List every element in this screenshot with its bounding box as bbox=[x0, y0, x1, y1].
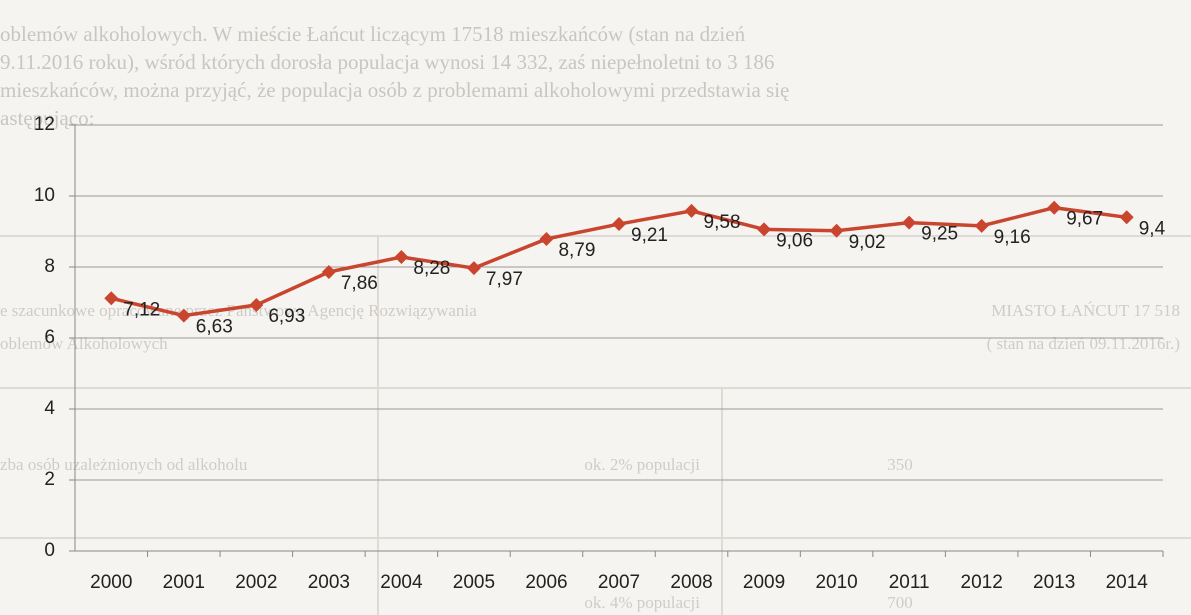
x-tick-label: 2010 bbox=[815, 572, 857, 593]
data-label: 7,86 bbox=[341, 273, 378, 294]
data-label: 9,67 bbox=[1066, 209, 1103, 230]
data-label: 9,16 bbox=[994, 227, 1031, 248]
table-cell: 700 bbox=[887, 593, 913, 612]
point-marker bbox=[757, 222, 772, 237]
table-cell: ( stan na dzień 09.11.2016r.) bbox=[987, 334, 1180, 353]
x-tick-label: 2002 bbox=[235, 572, 277, 593]
data-label: 9,02 bbox=[849, 232, 886, 253]
table-cell: ok. 2% populacji bbox=[584, 455, 700, 474]
point-marker bbox=[321, 264, 336, 279]
y-tick-label: 8 bbox=[44, 256, 55, 277]
x-tick-label: 2004 bbox=[380, 572, 423, 593]
data-label: 9,06 bbox=[776, 230, 813, 251]
data-label: 8,28 bbox=[413, 258, 450, 279]
x-tick-label: 2008 bbox=[670, 572, 712, 593]
y-tick-label: 0 bbox=[44, 540, 55, 561]
point-marker bbox=[539, 231, 554, 246]
table-cell: e szacunkowe opracowane przez Państwową … bbox=[0, 301, 477, 320]
doc-line: astępująco: bbox=[0, 106, 94, 130]
point-marker bbox=[684, 203, 699, 218]
data-label: 8,79 bbox=[558, 240, 595, 261]
y-tick-label: 10 bbox=[34, 185, 55, 206]
x-tick-label: 2014 bbox=[1106, 572, 1149, 593]
y-tick-label: 2 bbox=[44, 469, 55, 490]
x-tick-label: 2007 bbox=[598, 572, 640, 593]
data-label: 9,4 bbox=[1139, 218, 1166, 239]
chart: 0 2 4 6 8 10 12 2000 2001 2002 2003 2004 2005 2006 200… bbox=[34, 114, 1166, 593]
data-label: 9,25 bbox=[921, 224, 958, 245]
point-marker bbox=[829, 223, 844, 238]
point-marker bbox=[902, 215, 917, 230]
data-label: 9,58 bbox=[704, 212, 741, 233]
x-tick-label: 2000 bbox=[90, 572, 132, 593]
point-marker bbox=[249, 297, 264, 312]
data-label: 7,97 bbox=[486, 269, 523, 290]
table-cell: MIASTO ŁAŃCUT 17 518 bbox=[991, 301, 1180, 320]
data-label: 9,21 bbox=[631, 225, 668, 246]
data-label: 7,12 bbox=[123, 299, 160, 320]
point-marker bbox=[104, 291, 119, 306]
point-marker bbox=[466, 261, 481, 276]
x-tick-label: 2005 bbox=[453, 572, 495, 593]
x-tick-label: 2013 bbox=[1033, 572, 1075, 593]
x-tick-label: 2001 bbox=[163, 572, 205, 593]
table-cell: 350 bbox=[887, 455, 913, 474]
y-tick-label: 12 bbox=[34, 114, 55, 135]
doc-line: 9.11.2016 roku), wśród których dorosła p… bbox=[0, 50, 774, 74]
x-tick-label: 2012 bbox=[961, 572, 1003, 593]
table-cell: ok. 4% populacji bbox=[584, 593, 700, 612]
data-label: 6,63 bbox=[196, 317, 233, 338]
point-marker bbox=[974, 218, 989, 233]
point-marker bbox=[1047, 200, 1062, 215]
data-label: 6,93 bbox=[268, 306, 305, 327]
point-marker bbox=[612, 217, 626, 232]
table-cell: oblemów Alkoholowych bbox=[0, 334, 168, 353]
table-cell: zba osób uzależnionych od alkoholu bbox=[0, 455, 248, 474]
background-document: oblemów alkoholowych. W mieście Łańcut l… bbox=[0, 22, 1191, 615]
doc-line: oblemów alkoholowych. W mieście Łańcut l… bbox=[0, 22, 746, 46]
y-tick-label: 4 bbox=[44, 398, 55, 419]
x-tick-label: 2011 bbox=[889, 572, 930, 593]
point-marker bbox=[1119, 210, 1134, 225]
point-marker bbox=[176, 308, 191, 323]
x-tick-label: 2003 bbox=[308, 572, 350, 593]
y-tick-label: 6 bbox=[44, 327, 55, 348]
point-marker bbox=[394, 250, 409, 265]
x-tick-label: 2009 bbox=[743, 572, 785, 593]
doc-line: mieszkańców, można przyjąć, że populacja… bbox=[0, 78, 789, 102]
x-tick-label: 2006 bbox=[525, 572, 567, 593]
